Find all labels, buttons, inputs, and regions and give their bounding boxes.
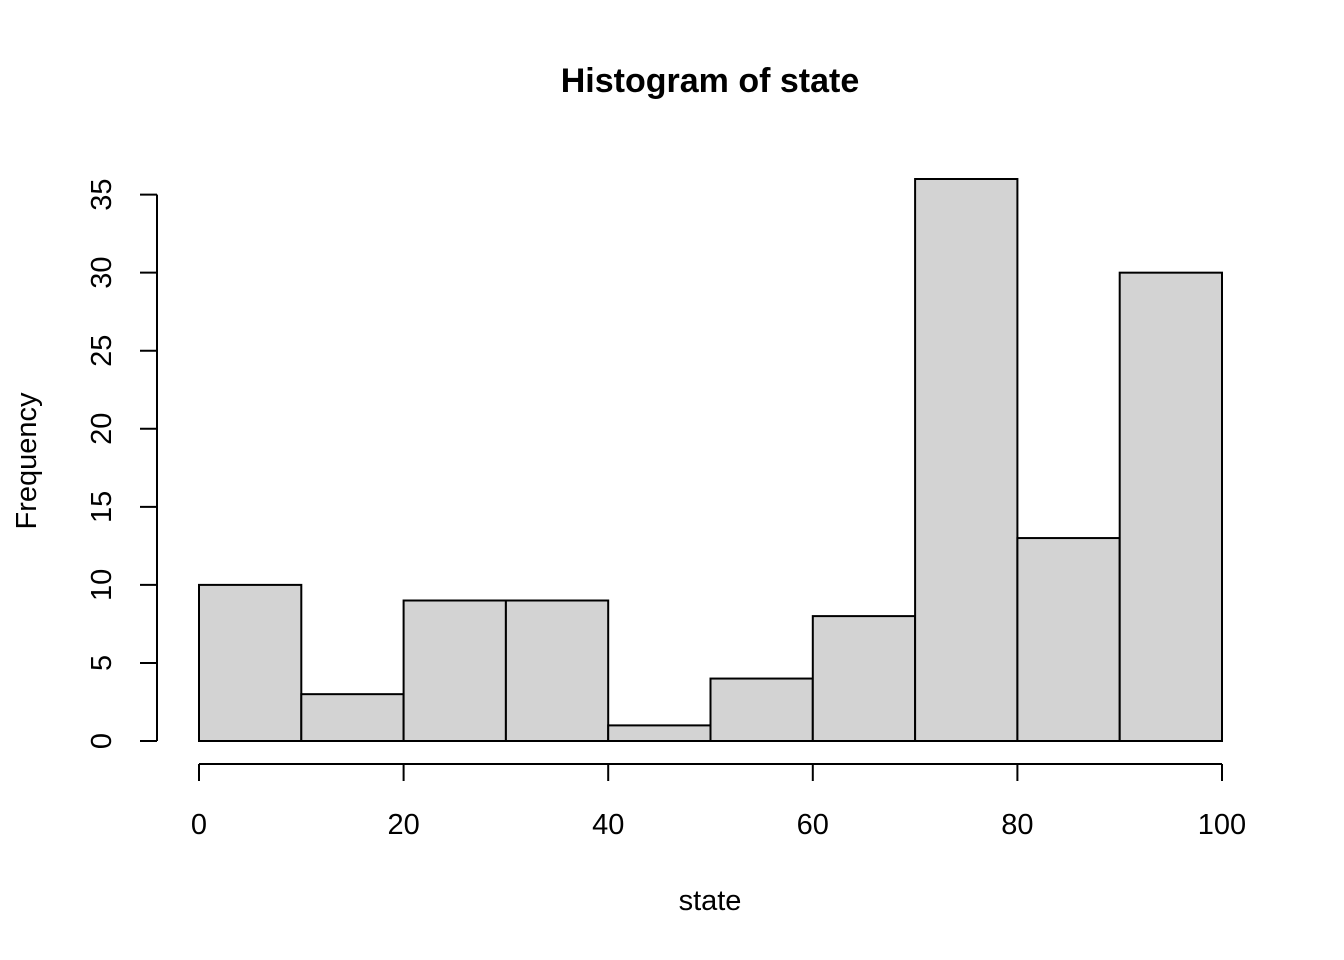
histogram-bar: [504, 599, 610, 742]
histogram-bar: [300, 693, 405, 743]
x-tick-label: 20: [387, 809, 419, 841]
histogram-bar: [811, 615, 917, 742]
histogram-bar: [198, 583, 303, 743]
y-tick-label: 25: [86, 335, 118, 367]
y-axis: 0 5 10 15 20 25 30 35: [86, 178, 158, 749]
y-tick-label: 0: [86, 733, 118, 749]
x-tick-label: 100: [1198, 809, 1246, 841]
y-tick-label: 35: [86, 178, 118, 210]
histogram-bar: [1118, 271, 1223, 742]
histogram-bar: [1016, 537, 1121, 742]
x-axis-label: state: [679, 885, 742, 917]
histogram-bar: [914, 178, 1019, 742]
y-tick-label: 10: [86, 569, 118, 601]
y-tick-label: 20: [86, 413, 118, 445]
x-tick-label: 40: [592, 809, 624, 841]
y-tick-label: 30: [86, 257, 118, 289]
x-tick-label: 60: [797, 809, 829, 841]
y-axis-label: Frequency: [11, 392, 43, 530]
histogram-bar: [402, 599, 507, 742]
y-tick-label: 5: [86, 655, 118, 671]
histogram-bar: [709, 677, 814, 742]
x-tick-label: 80: [1001, 809, 1033, 841]
bars-group: [198, 178, 1223, 743]
x-axis: 0 20 40 60 80 100: [191, 763, 1246, 841]
y-tick-label: 15: [86, 491, 118, 523]
chart-title: Histogram of state: [561, 62, 860, 100]
x-tick-label: 0: [191, 809, 207, 841]
histogram-bar: [607, 724, 712, 743]
